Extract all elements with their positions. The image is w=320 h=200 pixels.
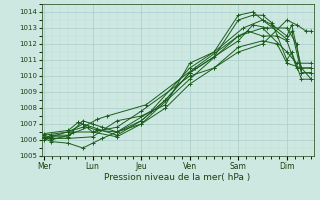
X-axis label: Pression niveau de la mer( hPa ): Pression niveau de la mer( hPa ): [104, 173, 251, 182]
